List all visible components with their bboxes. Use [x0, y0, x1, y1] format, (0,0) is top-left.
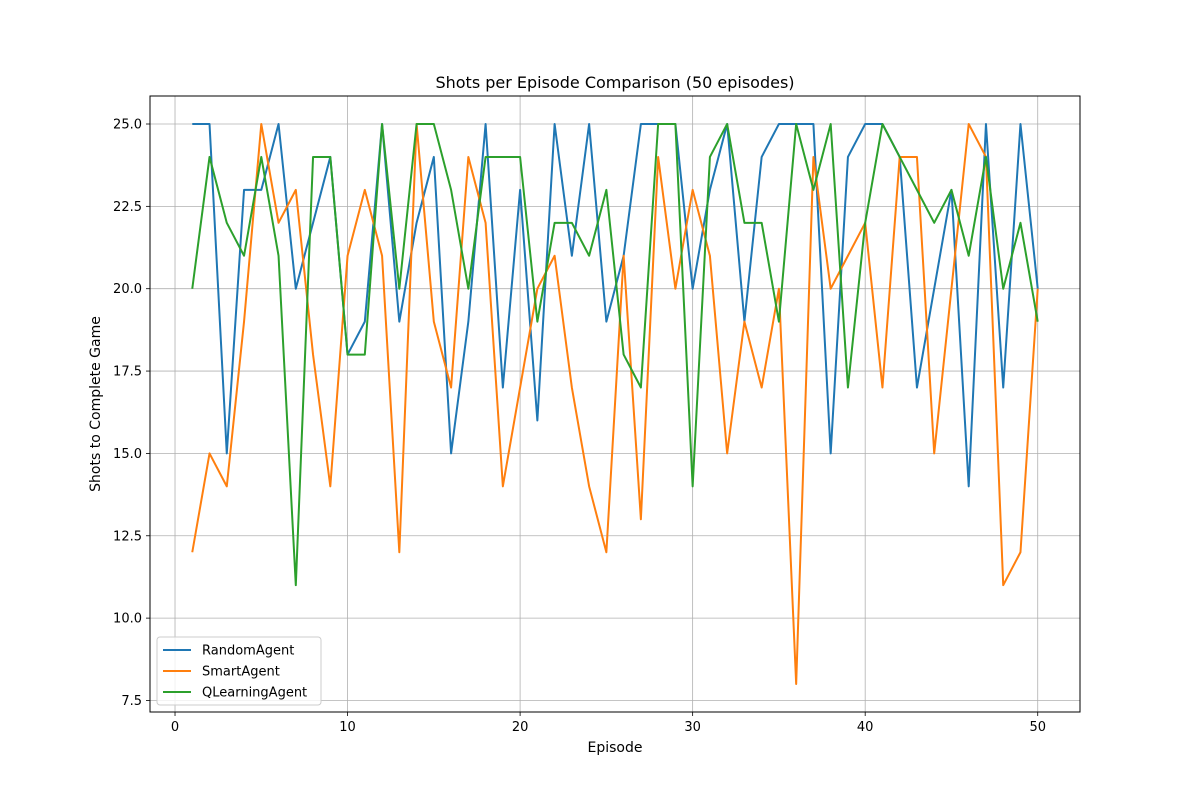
plot-area-frame [149, 95, 1081, 713]
x-tick-label: 30 [684, 720, 701, 735]
x-tick-label: 10 [339, 720, 356, 735]
series-lines [191, 123, 1039, 685]
y-tick-label: 10.0 [113, 612, 142, 627]
y-tick-label: 15.0 [113, 447, 142, 462]
legend: RandomAgent SmartAgent QLearningAgent [156, 636, 322, 706]
legend-label-qlearningagent: QLearningAgent [202, 686, 307, 701]
legend-label-smartagent: SmartAgent [202, 665, 280, 680]
legend-label-randomagent: RandomAgent [202, 644, 294, 659]
x-tick-label: 0 [171, 720, 179, 735]
y-tick-label: 20.0 [113, 282, 142, 297]
x-tick-label: 20 [512, 720, 529, 735]
y-tick-label: 22.5 [113, 200, 142, 215]
y-tick-label: 12.5 [113, 529, 142, 544]
y-tick-label: 7.5 [121, 694, 142, 709]
x-tick-label: 40 [857, 720, 874, 735]
y-tick-label: 17.5 [113, 365, 142, 380]
legend-box [156, 636, 322, 706]
series-line-qlearningagent [191, 123, 1039, 587]
x-tick-label: 50 [1029, 720, 1046, 735]
x-axis-label: Episode [588, 740, 643, 756]
axis-ticks: 0 10 20 30 40 50 7.5 10.0 12.5 15.0 17.5 20.0 22.5 25… [113, 118, 1046, 736]
y-tick-label: 25.0 [113, 118, 142, 133]
y-axis-label: Shots to Complete Game [88, 316, 104, 492]
chart-title: Shots per Episode Comparison (50 episode… [435, 73, 794, 92]
series-line-smartagent [191, 123, 1039, 685]
